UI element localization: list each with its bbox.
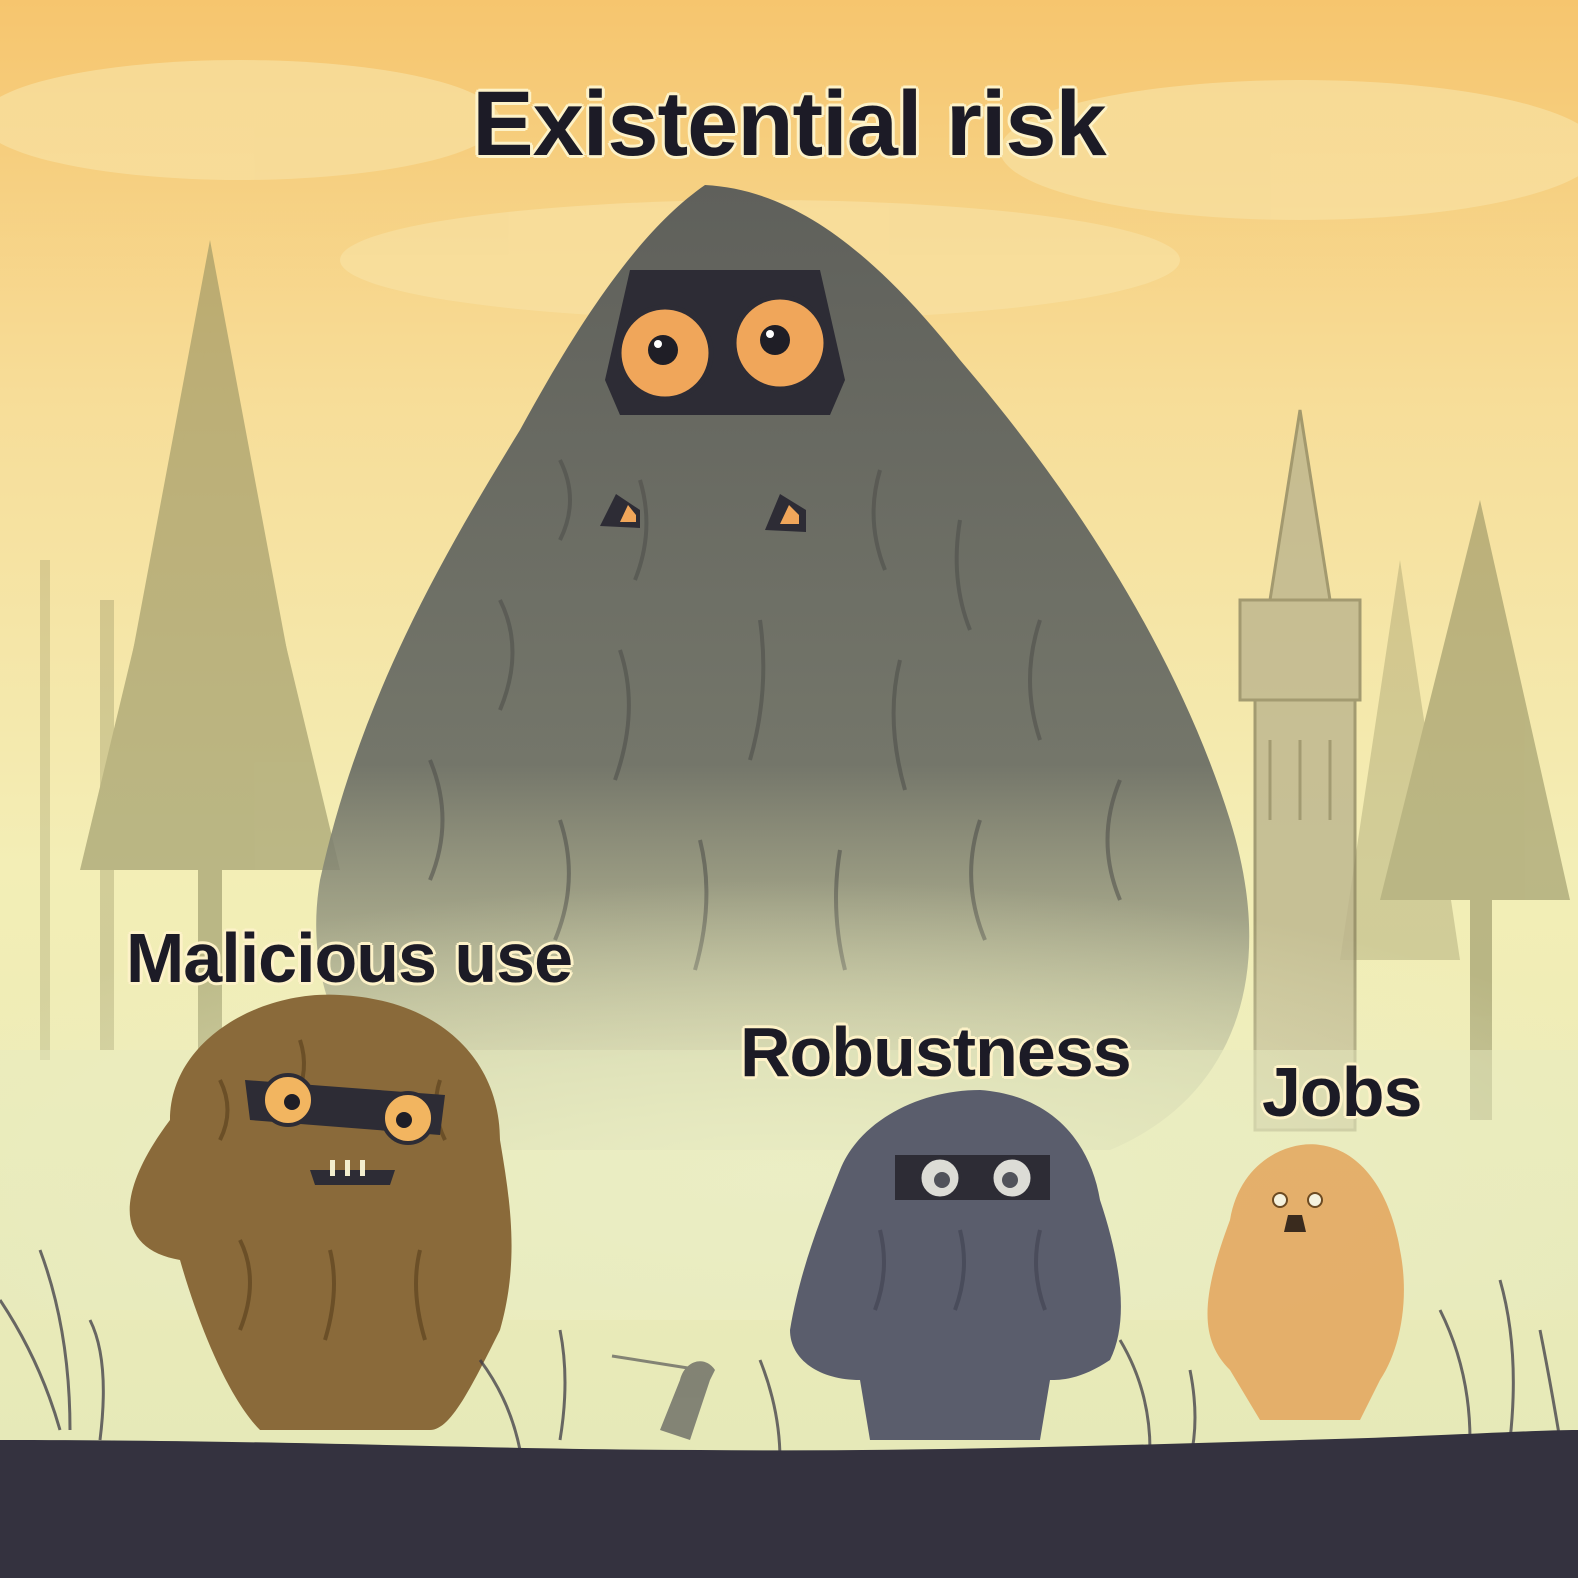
small-creature: [611, 1354, 715, 1440]
big-monster-eyes: [616, 294, 829, 402]
brown-monster-mouth: [310, 1170, 395, 1185]
big-monster-nostrils: [600, 494, 806, 532]
orange-monster: [1207, 1144, 1404, 1420]
title-label: Existential risk: [472, 73, 1106, 175]
malicious-use-label: Malicious use: [126, 919, 573, 997]
brown-monster: [129, 994, 512, 1430]
ground: [0, 1430, 1578, 1578]
orange-monster-mouth: [1284, 1215, 1306, 1232]
blue-monster: [790, 1090, 1121, 1440]
grass: [0, 1249, 1562, 1461]
jobs-label: Jobs: [1262, 1053, 1422, 1131]
robustness-label: Robustness: [740, 1013, 1132, 1091]
